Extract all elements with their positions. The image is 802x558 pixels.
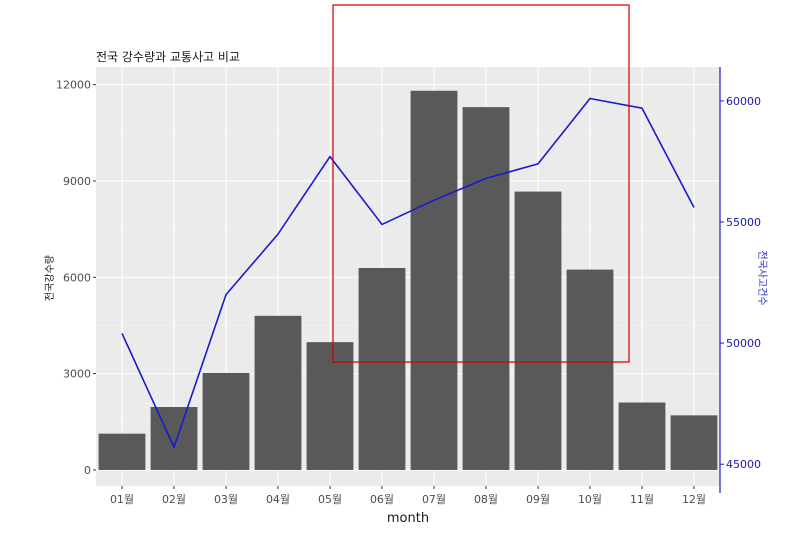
x-tick-label: 03월 [214, 493, 238, 506]
tick-labels: 0 3000 6000 9000 12000 45000 50000 55000 60000 01… [56, 79, 761, 506]
y-tick-label: 3000 [63, 368, 91, 381]
line-series [121, 97, 695, 449]
y-tick-label: 6000 [63, 271, 91, 284]
bar [670, 415, 718, 470]
x-tick-label: 05월 [318, 493, 342, 506]
bar [618, 402, 666, 470]
bar [462, 107, 510, 470]
y-right-tick-label: 45000 [726, 458, 761, 471]
x-axis-title: month [387, 511, 429, 526]
x-tick-label: 11월 [630, 493, 654, 506]
y-axis-right-title: 전국사고건수 [756, 250, 768, 305]
chart-title: 전국 강수량과 교통사고 비교 [96, 50, 240, 64]
y-tick-label: 9000 [63, 175, 91, 188]
bar [566, 269, 614, 470]
bar [514, 191, 562, 470]
bar [410, 90, 458, 470]
x-tick-label: 06월 [370, 493, 394, 506]
bar [98, 433, 146, 470]
x-tick-label: 10월 [578, 493, 602, 506]
y-right-tick-label: 60000 [726, 95, 761, 108]
x-tick-label: 07월 [422, 493, 446, 506]
y-right-tick-label: 55000 [726, 216, 761, 229]
bar [254, 315, 302, 470]
bar [306, 342, 354, 470]
x-tick-label: 09월 [526, 493, 550, 506]
x-tick-label: 04월 [266, 493, 290, 506]
line-layer [121, 97, 695, 449]
x-tick-label: 02월 [162, 493, 186, 506]
y-tick-label: 12000 [56, 79, 91, 92]
bar [202, 372, 250, 470]
y-right-tick-label: 50000 [726, 337, 761, 350]
x-tick-label: 12월 [682, 493, 706, 506]
x-tick-label: 08월 [474, 493, 498, 506]
bar [150, 407, 198, 470]
highlight-rectangle [332, 4, 630, 363]
x-tick-label: 01월 [110, 493, 134, 506]
bars [98, 90, 718, 470]
y-tick-label: 0 [84, 464, 91, 477]
y-axis-title: 전국강수량 [44, 255, 56, 301]
plot-panel [96, 67, 720, 486]
bar [358, 267, 406, 470]
